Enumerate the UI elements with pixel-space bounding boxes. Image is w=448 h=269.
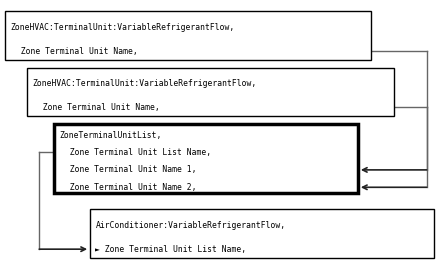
Text: ► Zone Terminal Unit List Name,: ► Zone Terminal Unit List Name, (95, 245, 246, 254)
FancyBboxPatch shape (5, 11, 371, 59)
Text: Zone Terminal Unit Name 2,: Zone Terminal Unit Name 2, (60, 183, 196, 192)
Text: ZoneTerminalUnitList,: ZoneTerminalUnitList, (60, 131, 162, 140)
FancyBboxPatch shape (90, 210, 434, 258)
Text: ZoneHVAC:TerminalUnit:VariableRefrigerantFlow,: ZoneHVAC:TerminalUnit:VariableRefrigeran… (10, 23, 235, 31)
Text: Zone Terminal Unit Name,: Zone Terminal Unit Name, (10, 47, 137, 56)
Text: Zone Terminal Unit Name 1,: Zone Terminal Unit Name 1, (60, 165, 196, 174)
Text: Zone Terminal Unit List Name,: Zone Terminal Unit List Name, (60, 148, 211, 157)
Text: ZoneHVAC:TerminalUnit:VariableRefrigerantFlow,: ZoneHVAC:TerminalUnit:VariableRefrigeran… (33, 79, 257, 88)
FancyBboxPatch shape (27, 68, 394, 116)
FancyBboxPatch shape (54, 124, 358, 193)
Text: Zone Terminal Unit Name,: Zone Terminal Unit Name, (33, 103, 159, 112)
Text: AirConditioner:VariableRefrigerantFlow,: AirConditioner:VariableRefrigerantFlow, (95, 221, 285, 229)
